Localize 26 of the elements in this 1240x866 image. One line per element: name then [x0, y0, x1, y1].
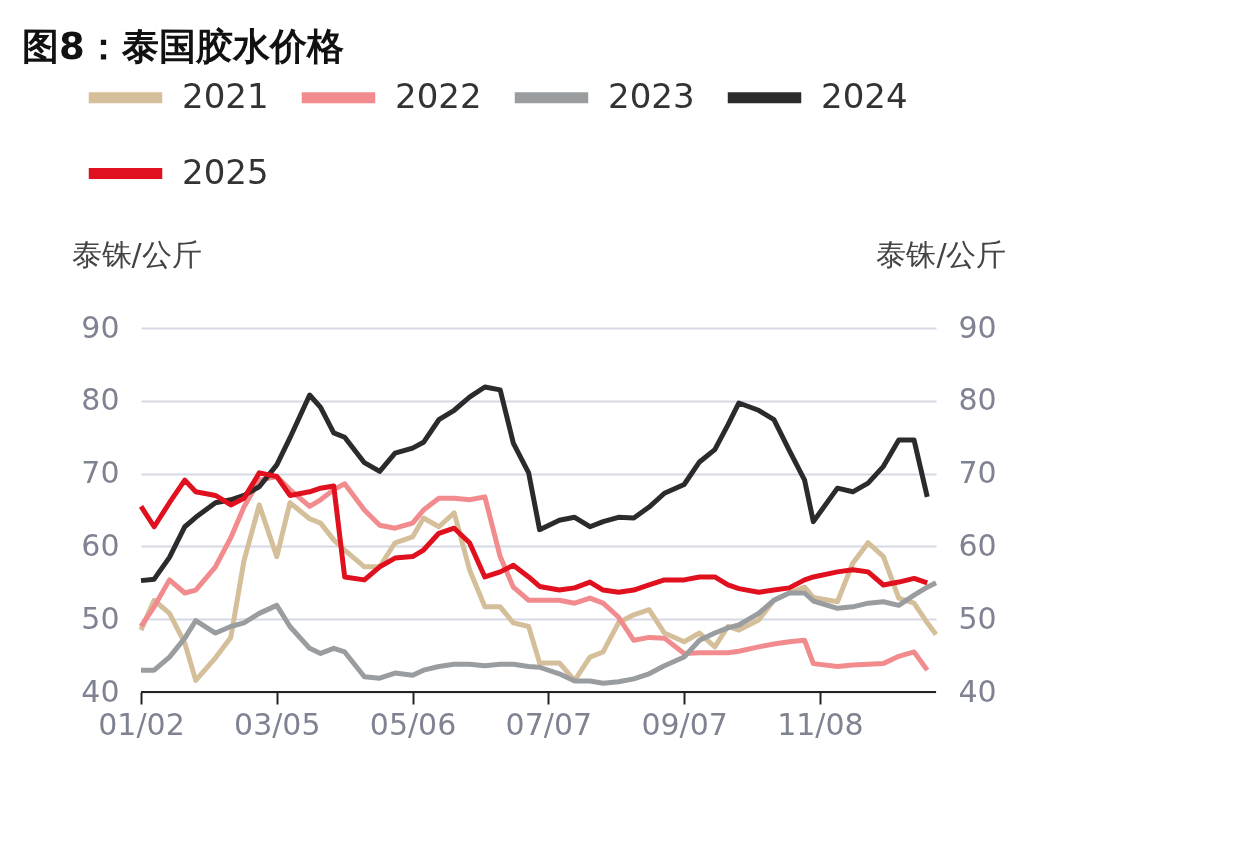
chart-title: 图8：泰国胶水价格	[22, 25, 344, 68]
y2-tick-label: 50	[958, 600, 997, 636]
y-tick-label: 60	[81, 527, 120, 563]
y2-tick-label: 90	[958, 309, 997, 345]
legend-label: 2021	[182, 75, 269, 116]
x-tick-label: 01/02	[98, 706, 185, 742]
y2-tick-label: 80	[958, 382, 997, 418]
y-tick-label: 40	[81, 673, 120, 709]
y-tick-label: 70	[81, 455, 120, 491]
x-tick-label: 09/07	[641, 706, 728, 742]
y-tick-label: 90	[81, 309, 120, 345]
x-tick-label: 03/05	[234, 706, 321, 742]
y-tick-label: 80	[81, 382, 120, 418]
legend-label: 2025	[182, 151, 269, 192]
y-axis-title: 泰铢/公斤	[71, 236, 202, 272]
y2-tick-label: 40	[958, 673, 997, 709]
legend-label: 2024	[821, 75, 908, 116]
y2-tick-label: 70	[958, 455, 997, 491]
x-tick-label: 05/06	[369, 706, 457, 742]
y2-axis-title: 泰铢/公斤	[876, 236, 1007, 272]
y-tick-label: 50	[81, 600, 120, 636]
legend-label: 2023	[608, 75, 695, 116]
legend-label: 2022	[395, 75, 482, 116]
x-tick-label: 07/07	[505, 706, 593, 742]
x-tick-label: 11/08	[777, 706, 864, 742]
y2-tick-label: 60	[958, 527, 997, 563]
